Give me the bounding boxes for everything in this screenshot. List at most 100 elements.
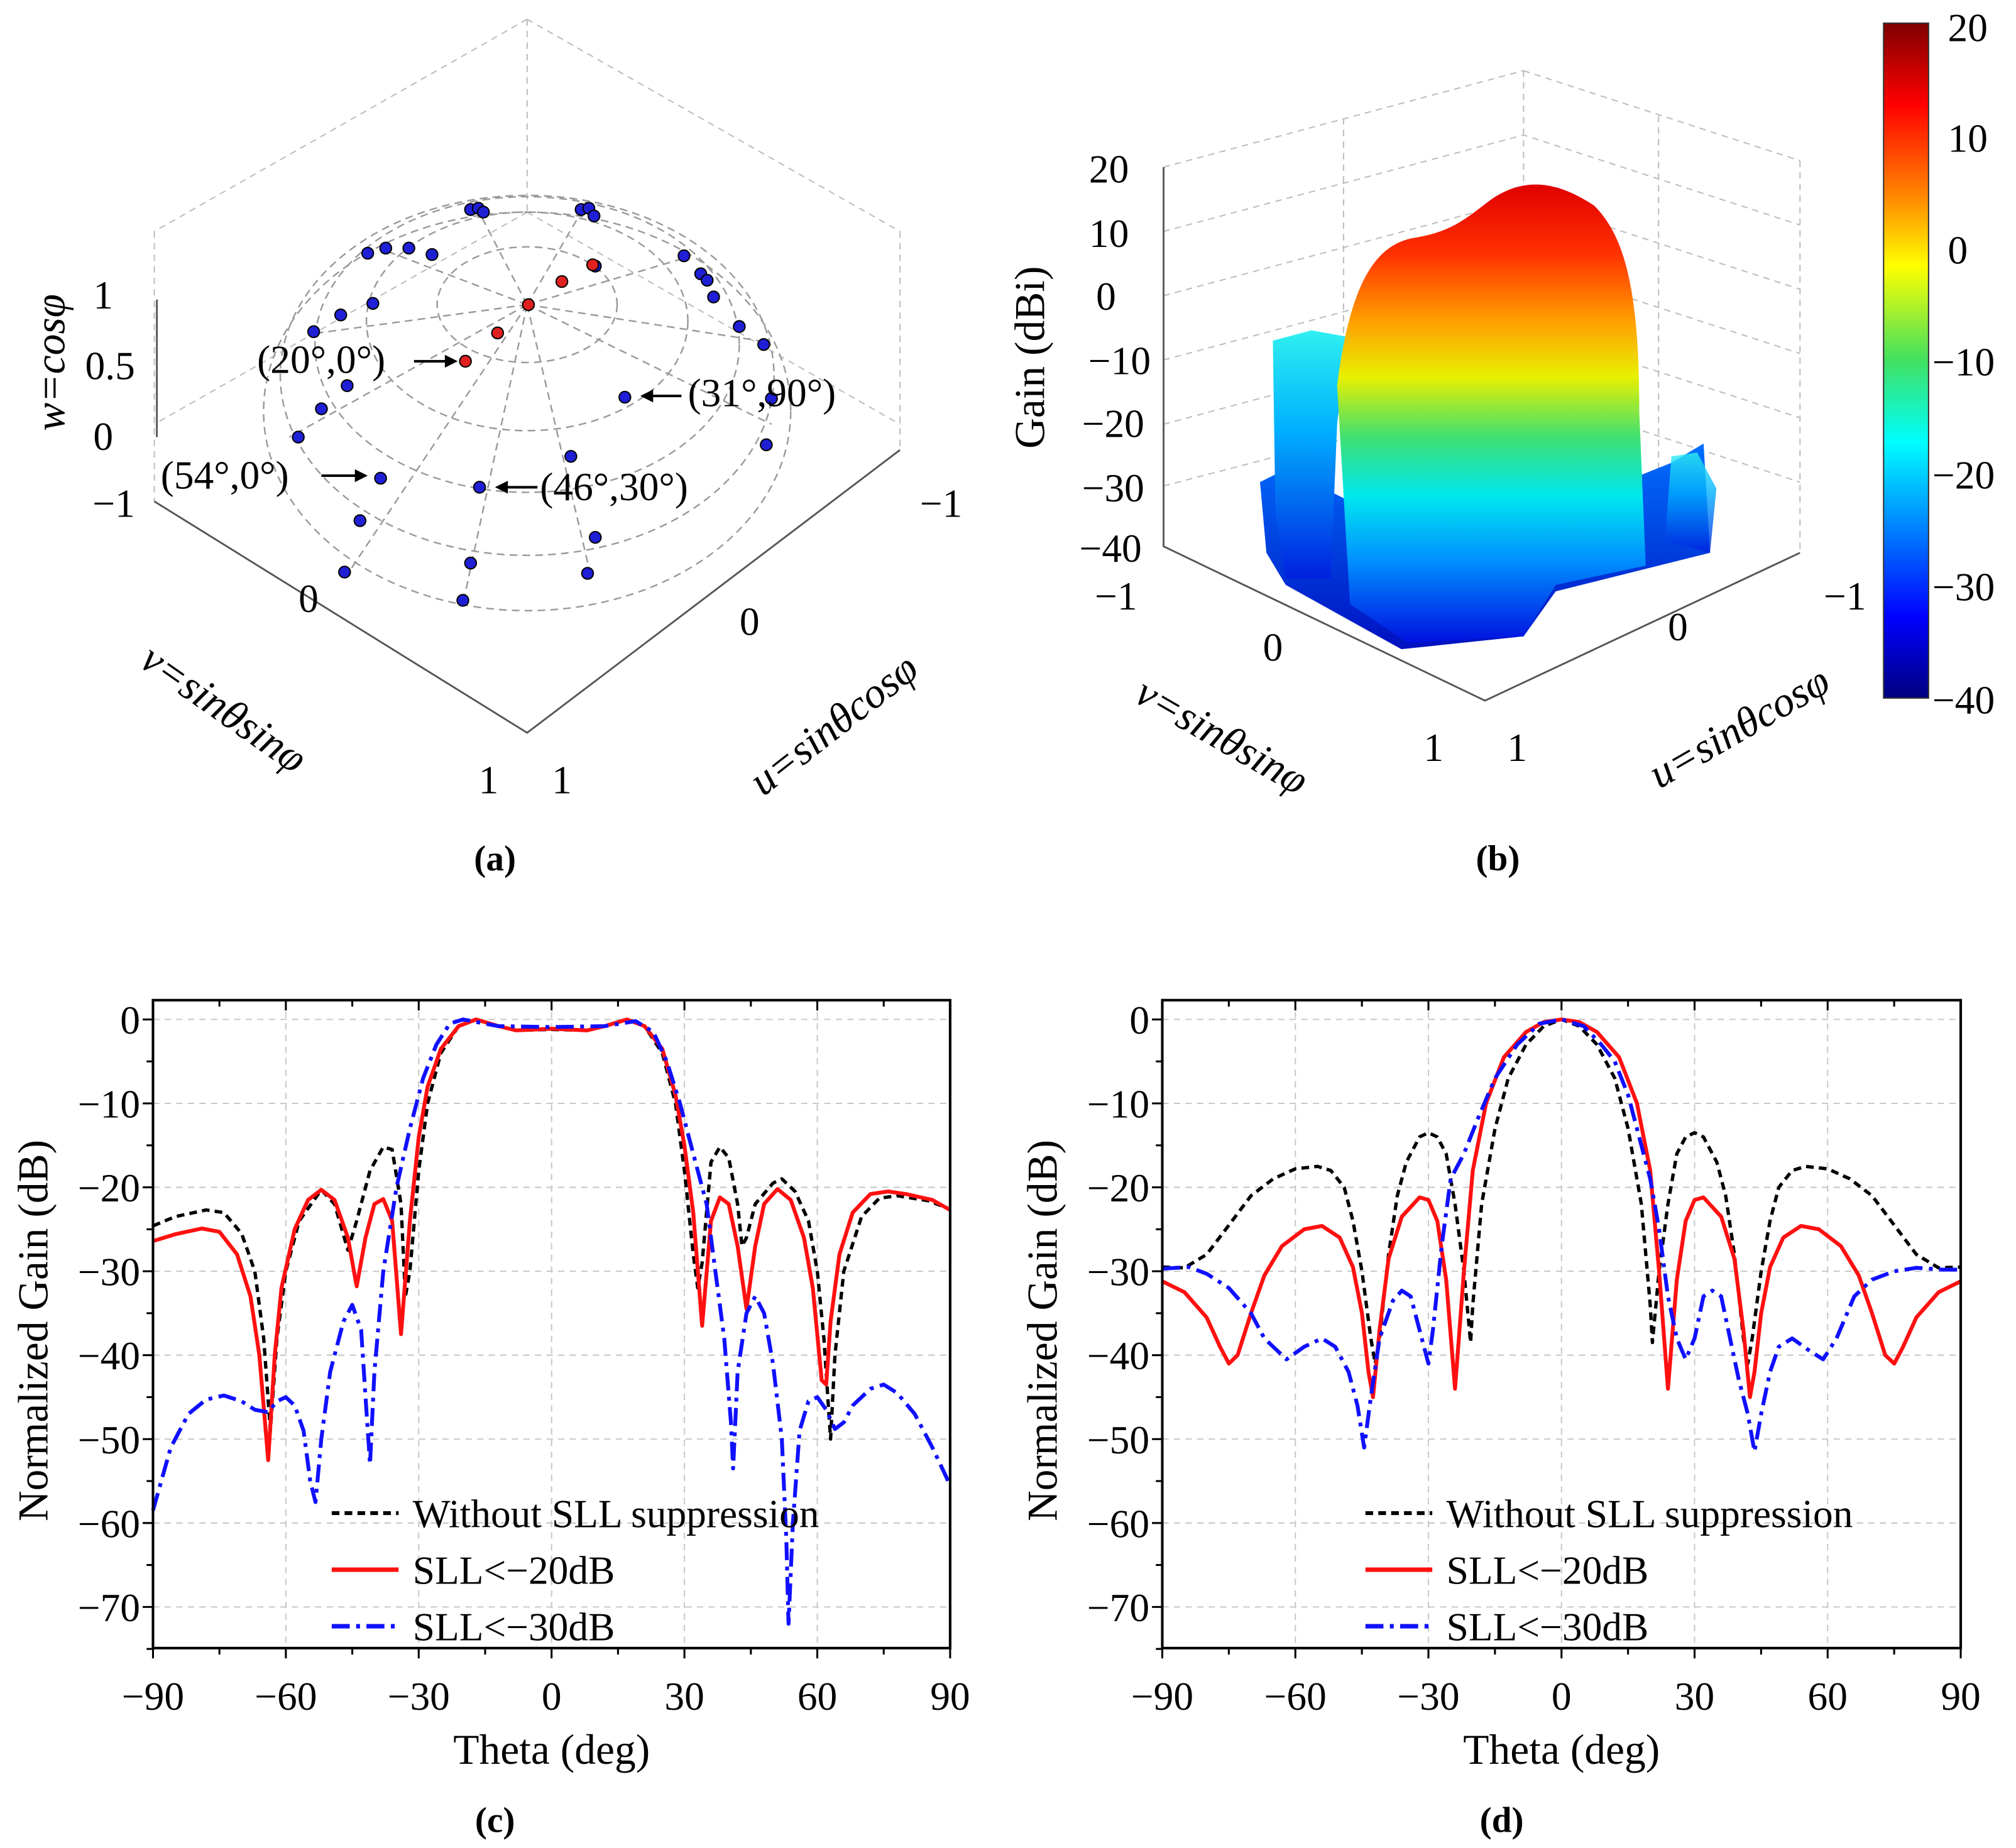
legend-label: SLL<−20dB [413, 1548, 615, 1593]
y-tick-label: −70 [78, 1585, 140, 1630]
annotation-label: (46°,30°) [540, 464, 688, 509]
u-tick: 1 [552, 757, 572, 802]
y-tick-label: −60 [78, 1501, 140, 1546]
x-tick-label: −30 [388, 1674, 450, 1719]
surface-right-lobe [1665, 452, 1717, 553]
annotation-31-90: (31°,90°) [640, 371, 836, 415]
beam-point [677, 249, 691, 263]
x-tick-label: 90 [1941, 1674, 1980, 1719]
u-axis-label: u=sinθcosφ [740, 644, 927, 804]
v-axis-label: v=sinθsinφ [133, 635, 316, 783]
caption-d: (d) [1480, 1800, 1524, 1840]
selected-beam-point [555, 275, 569, 288]
beam-point [733, 320, 746, 333]
y-tick-label: −10 [1087, 1081, 1149, 1126]
arrow-icon [354, 469, 368, 483]
legend-label: Without SLL suppression [1447, 1492, 1853, 1536]
x-tick-label: 30 [664, 1674, 704, 1719]
arrow-icon [444, 354, 458, 368]
y-tick-label: −40 [1087, 1333, 1149, 1378]
beam-point [402, 241, 415, 255]
colorbar-tick: −40 [1932, 677, 1995, 722]
w-tick: 0.5 [85, 344, 135, 388]
y-tick-label: −50 [1087, 1418, 1149, 1462]
selected-beam-point [459, 354, 472, 368]
beam-point [707, 290, 720, 303]
x-axis-label: Theta (deg) [453, 1726, 650, 1773]
caption-a: (a) [474, 839, 516, 878]
series-line-sll-20db [152, 1017, 951, 1462]
beam-point [334, 309, 348, 322]
series-line-sll-30db [1162, 1017, 1961, 1454]
z-tick: −10 [1088, 338, 1151, 383]
w-tick: 0 [93, 414, 113, 459]
z-axis-label: Gain (dBi) [1006, 266, 1053, 449]
x-tick-label: 0 [542, 1674, 562, 1719]
y-axis-label: Normalized Gain (dB) [1019, 1140, 1066, 1521]
beam-point [564, 450, 578, 463]
colorbar-tick: 10 [1948, 116, 1988, 160]
legend-label: SLL<−30dB [413, 1605, 615, 1649]
y-tick-label: 0 [120, 998, 140, 1042]
v-tick: 0 [299, 576, 319, 621]
beam-point [379, 241, 393, 255]
caption-b: (b) [1476, 839, 1520, 878]
u-tick: 0 [1668, 604, 1688, 649]
arrow-icon [640, 389, 654, 403]
beam-point [456, 594, 469, 607]
x-tick-label: 60 [1808, 1674, 1848, 1719]
panel-b: Gain (dBi) 20 10 0 −10 −20 −30 −40 −1 0 … [1006, 5, 1995, 878]
z-ticks: 20 10 0 −10 −20 −30 −40 [1080, 147, 1151, 571]
x-tick-label: 0 [1552, 1674, 1572, 1719]
beam-point [341, 379, 354, 393]
beam-point [581, 567, 594, 580]
selected-beam-point [522, 298, 535, 312]
panel-d-chart: −90 −60 −30 0 30 60 90 0 −10 −20 −30 −40 −50 −60 −70 Th… [1019, 998, 1981, 1840]
selected-beam-point [491, 326, 505, 340]
y-tick-label: −70 [1087, 1585, 1149, 1630]
u-axis-label: u=sinθcosφ [1640, 657, 1837, 797]
beam-point [464, 556, 478, 570]
selected-beam-point [586, 258, 600, 271]
z-tick: −20 [1082, 402, 1144, 446]
v-tick: −1 [92, 481, 134, 525]
legend: Without SLL suppression SLL<−20dB SLL<−30d… [1365, 1492, 1853, 1649]
colorbar-tick: −30 [1932, 564, 1995, 609]
annotation-label: (31°,90°) [688, 371, 836, 415]
series-line-sll-20db [1161, 1017, 1962, 1399]
beam-point [765, 392, 778, 405]
x-tick-label: −90 [1131, 1674, 1193, 1719]
beam-point [587, 209, 601, 222]
y-tick-label: −40 [78, 1333, 140, 1378]
y-tick-label: −60 [1087, 1501, 1149, 1546]
annotation-20-0: (20°,0°) [257, 337, 458, 381]
beam-point [374, 471, 387, 485]
annotation-54-0: (54°,0°) [161, 452, 368, 497]
beam-point [353, 514, 367, 527]
w-tick: 1 [93, 273, 113, 317]
caption-c: (c) [475, 1800, 515, 1840]
w-axis-label: w=cosφ [26, 294, 74, 431]
x-tick-label: 30 [1675, 1674, 1714, 1719]
z-tick: 10 [1089, 211, 1129, 256]
v-axis-label: v=sinθsinφ [1127, 668, 1316, 804]
y-tick-label: −20 [1087, 1166, 1149, 1210]
y-axis-label: Normalized Gain (dB) [10, 1140, 57, 1521]
u-tick: −1 [1824, 574, 1866, 618]
x-tick-label: 60 [797, 1674, 837, 1719]
z-tick: −30 [1082, 466, 1144, 510]
beam-point [361, 246, 375, 260]
v-tick: 1 [1423, 725, 1444, 770]
colorbar-gradient [1883, 22, 1929, 699]
u-tick: 0 [740, 599, 760, 644]
x-axis-label: Theta (deg) [1463, 1726, 1660, 1773]
hemisphere-grid [263, 194, 792, 612]
beam-point [307, 325, 320, 339]
beam-point [701, 273, 714, 287]
colorbar: 20 10 0 −10 −20 −30 −40 [1883, 5, 1995, 722]
v-tick: 1 [479, 757, 499, 802]
y-tick-label: −30 [78, 1250, 140, 1294]
legend-label: SLL<−20dB [1447, 1548, 1649, 1593]
z-tick: 0 [1096, 274, 1116, 319]
colorbar-tick: 0 [1948, 227, 1968, 272]
